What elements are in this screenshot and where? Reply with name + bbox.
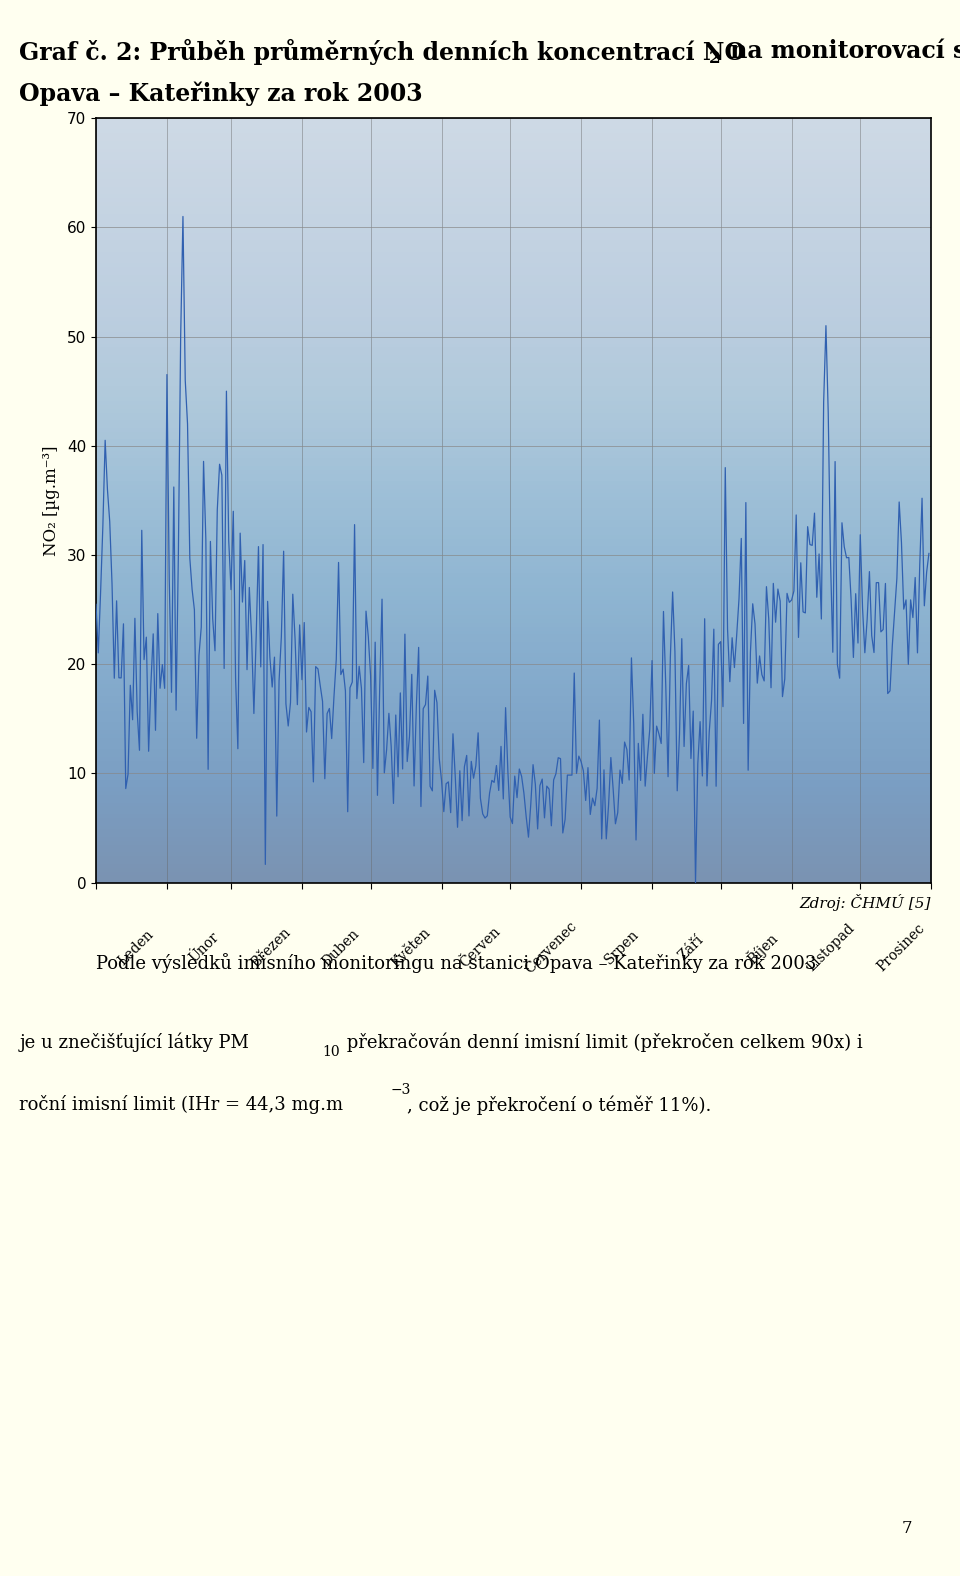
Text: Zdroj: ČHMÚ [5]: Zdroj: ČHMÚ [5] — [800, 894, 931, 911]
Text: Opava – Kateřinky za rok 2003: Opava – Kateřinky za rok 2003 — [19, 82, 422, 107]
Text: Říjen: Říjen — [743, 930, 781, 968]
Text: Únor: Únor — [186, 930, 222, 965]
Text: Srpen: Srpen — [602, 928, 641, 968]
Text: překračován denní imisní limit (překročen celkem 90x) i: překračován denní imisní limit (překroče… — [341, 1032, 862, 1051]
Text: Červen: Červen — [458, 925, 504, 971]
Text: , což je překročení o téměř 11%).: , což je překročení o téměř 11%). — [407, 1095, 711, 1114]
Text: Prosinec: Prosinec — [875, 920, 927, 974]
Text: Červenec: Červenec — [522, 919, 579, 976]
Text: 10: 10 — [323, 1045, 340, 1059]
Text: je u znečišťující látky PM: je u znečišťující látky PM — [19, 1032, 249, 1051]
Y-axis label: NO₂ [µg.m⁻³]: NO₂ [µg.m⁻³] — [43, 444, 60, 556]
Text: Květen: Květen — [389, 925, 433, 969]
Text: Leden: Leden — [116, 927, 156, 968]
Text: na monitorovací stanici: na monitorovací stanici — [722, 39, 960, 63]
Text: 7: 7 — [901, 1519, 912, 1537]
Text: Září: Září — [676, 933, 707, 963]
Text: −3: −3 — [391, 1083, 411, 1097]
Text: Listopad: Listopad — [804, 920, 857, 974]
Text: Podle výsledků imisního monitoringu na stanici Opava – Kateřinky za rok 2003: Podle výsledků imisního monitoringu na s… — [96, 953, 816, 974]
Text: 2: 2 — [708, 50, 720, 68]
Text: roční imisní limit (IHr = 44,3 mg.m: roční imisní limit (IHr = 44,3 mg.m — [19, 1095, 344, 1114]
Text: Duben: Duben — [320, 927, 363, 969]
Text: Březen: Březen — [249, 925, 294, 971]
Text: Graf č. 2: Průběh průměrných denních koncentrací NO: Graf č. 2: Průběh průměrných denních kon… — [19, 39, 745, 66]
